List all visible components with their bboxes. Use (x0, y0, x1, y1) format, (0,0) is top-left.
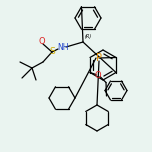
Text: (R): (R) (85, 34, 92, 39)
Text: NH: NH (57, 43, 69, 52)
Text: O: O (95, 71, 101, 80)
Text: S: S (49, 47, 55, 57)
Text: P: P (96, 53, 102, 63)
Text: O: O (39, 38, 45, 47)
